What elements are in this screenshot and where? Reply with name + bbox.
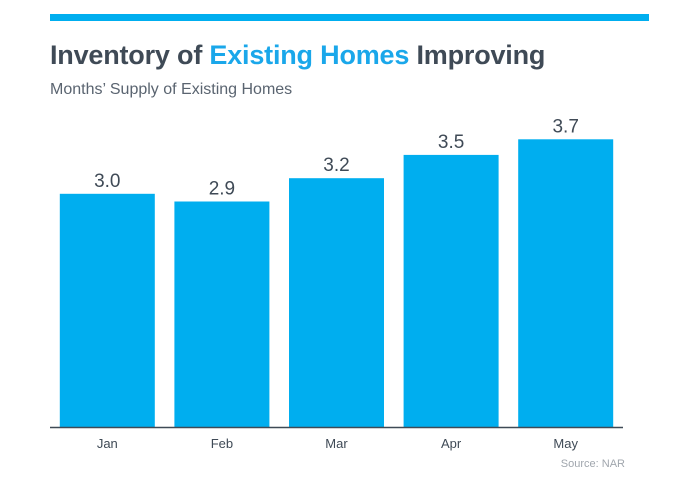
value-label-mar: 3.2 (323, 155, 349, 176)
x-tick-label-feb: Feb (211, 436, 233, 451)
value-label-may: 3.7 (552, 116, 578, 137)
bar-mar (289, 178, 384, 427)
labels-layer: 3.0 Jan 2.9 Feb 3.2 Mar 3.5 Apr 3.7 May (94, 116, 579, 451)
title-part-2: Improving (409, 40, 546, 70)
source-note: Source: NAR (560, 458, 625, 470)
x-tick-label-jan: Jan (97, 436, 118, 451)
x-tick-label-apr: Apr (441, 436, 462, 451)
bar-may (518, 139, 614, 428)
title-accent: Existing Homes (209, 40, 410, 70)
bar-jan (59, 193, 155, 428)
chart-subtitle: Months’ Supply of Existing Homes (50, 81, 293, 98)
bar-feb (174, 201, 270, 427)
value-label-jan: 3.0 (94, 171, 120, 192)
bars-layer (59, 139, 614, 428)
value-label-apr: 3.5 (438, 132, 464, 153)
x-tick-label-mar: Mar (325, 436, 348, 451)
value-label-feb: 2.9 (209, 179, 235, 200)
chart-title: Inventory of Existing Homes Improving (50, 40, 545, 71)
top-accent-bar (50, 14, 649, 21)
x-tick-label-may: May (553, 436, 578, 451)
title-part-1: Inventory of (50, 40, 210, 70)
bar-apr (403, 154, 499, 427)
